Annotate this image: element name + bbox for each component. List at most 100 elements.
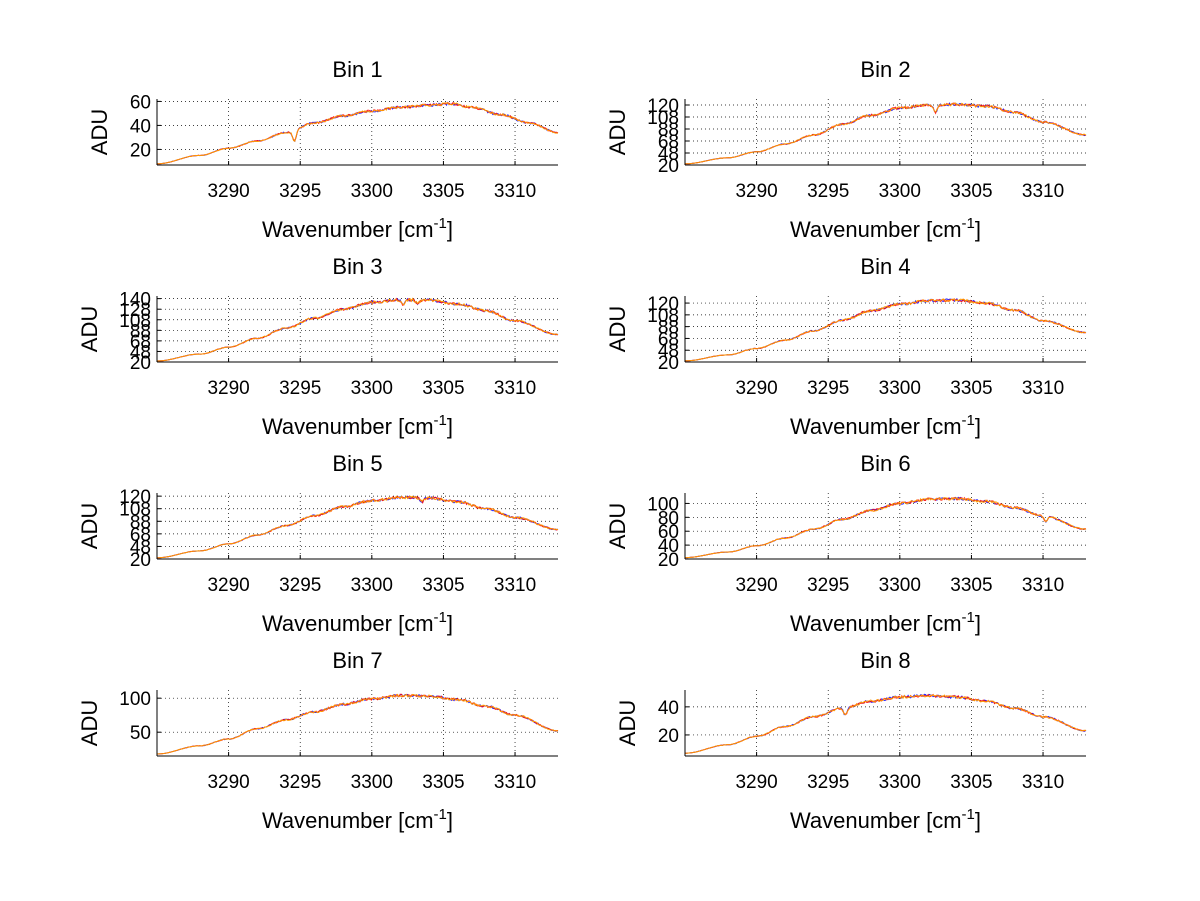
x-tick-label: 3295: [279, 181, 321, 202]
series-line-series-3: [685, 496, 1087, 559]
y-tick-label: 60: [658, 522, 679, 543]
x-tick-label: 3290: [207, 181, 249, 202]
x-tick-label: 3300: [351, 772, 393, 793]
y-tick-label: 40: [658, 698, 679, 719]
y-tick-label: 120: [647, 294, 679, 315]
x-axis-label: Wavenumber [cm-1]: [790, 215, 981, 242]
y-tick-label: 88: [130, 512, 151, 533]
y-tick-label: 88: [658, 318, 679, 339]
x-tick-label: 3290: [735, 772, 777, 793]
y-tick-label: 20: [658, 726, 679, 747]
x-tick-label: 3300: [351, 181, 393, 202]
chart-title: Bin 4: [860, 254, 910, 279]
x-tick-label: 3295: [807, 772, 849, 793]
y-axis-label: ADU: [615, 700, 640, 746]
x-tick-label: 3290: [207, 772, 249, 793]
x-tick-label: 3295: [279, 772, 321, 793]
x-tick-label: 3305: [422, 575, 464, 596]
x-tick-label: 3310: [494, 575, 536, 596]
x-tick-label: 3300: [879, 181, 921, 202]
y-axis-label: ADU: [77, 503, 102, 549]
y-tick-label: 128: [119, 300, 151, 321]
x-axis-label: Wavenumber [cm-1]: [790, 412, 981, 439]
y-tick-label: 20: [130, 140, 151, 161]
chart-panel-bin-3: Bin 3 3290 3295 3300 3305 3310 204868881081281…: [77, 254, 559, 439]
y-axis-label: ADU: [605, 306, 630, 352]
series-line-series-1: [156, 693, 559, 755]
y-tick-label: 20: [658, 550, 679, 571]
series-line-series-2: [685, 298, 1087, 362]
y-tick-label: 20: [658, 353, 679, 374]
x-tick-label: 3295: [807, 575, 849, 596]
y-tick-label: 68: [130, 525, 151, 546]
x-tick-label: 3300: [879, 575, 921, 596]
chart-title: Bin 8: [860, 648, 910, 673]
x-tick-label: 3290: [207, 378, 249, 399]
x-tick-label: 3305: [422, 378, 464, 399]
y-tick-label: 20: [130, 550, 151, 571]
y-tick-label: 100: [119, 689, 151, 710]
x-tick-label: 3295: [279, 378, 321, 399]
series-line-series-1: [684, 693, 1087, 754]
x-tick-label: 3295: [807, 181, 849, 202]
x-axis-label: Wavenumber [cm-1]: [262, 609, 453, 636]
y-tick-label: 108: [119, 500, 151, 521]
x-tick-label: 3305: [950, 772, 992, 793]
y-tick-label: 48: [130, 537, 151, 558]
series-line-series-1: [157, 495, 559, 559]
x-tick-label: 3300: [879, 772, 921, 793]
y-tick-label: 20: [130, 353, 151, 374]
y-tick-label: 48: [658, 144, 679, 165]
x-tick-label: 3295: [807, 378, 849, 399]
x-axis-label: Wavenumber [cm-1]: [262, 215, 453, 242]
x-axis-label: Wavenumber [cm-1]: [262, 806, 453, 833]
y-axis-label: ADU: [77, 306, 102, 352]
x-tick-label: 3290: [735, 575, 777, 596]
x-tick-label: 3310: [494, 181, 536, 202]
y-tick-label: 20: [658, 156, 679, 177]
series-line-series-2: [684, 693, 1087, 754]
y-tick-label: 68: [658, 329, 679, 350]
y-tick-label: 88: [130, 321, 151, 342]
series-line-series-3: [156, 495, 559, 559]
y-tick-label: 100: [647, 494, 679, 515]
chart-title: Bin 6: [860, 451, 910, 476]
x-tick-label: 3310: [1022, 575, 1064, 596]
y-tick-label: 108: [647, 306, 679, 327]
series-line-series-1: [157, 101, 559, 165]
y-tick-label: 40: [130, 116, 151, 137]
x-tick-label: 3300: [351, 378, 393, 399]
x-tick-label: 3290: [207, 575, 249, 596]
y-tick-label: 120: [647, 96, 679, 117]
x-tick-label: 3305: [422, 181, 464, 202]
x-tick-label: 3300: [879, 378, 921, 399]
x-tick-label: 3300: [351, 575, 393, 596]
series-line-series-3: [685, 298, 1087, 362]
y-tick-label: 48: [658, 341, 679, 362]
chart-panel-bin-8: Bin 8 3290 3295 3300 3305 3310 20 40 Wavenumber …: [615, 648, 1087, 833]
y-axis-label: ADU: [605, 109, 630, 155]
series-line-series-3: [156, 297, 559, 362]
series-line-series-3: [157, 101, 558, 165]
y-axis-label: ADU: [605, 503, 630, 549]
y-tick-label: 48: [130, 342, 151, 363]
x-tick-label: 3290: [735, 181, 777, 202]
y-tick-label: 88: [658, 120, 679, 141]
x-tick-label: 3310: [1022, 181, 1064, 202]
x-tick-label: 3305: [422, 772, 464, 793]
chart-title: Bin 2: [860, 57, 910, 82]
chart-title: Bin 3: [332, 254, 382, 279]
y-tick-label: 120: [119, 487, 151, 508]
chart-title: Bin 7: [332, 648, 382, 673]
y-tick-label: 108: [119, 311, 151, 332]
y-axis-label: ADU: [77, 700, 102, 746]
y-tick-label: 60: [130, 92, 151, 113]
x-tick-label: 3310: [1022, 772, 1064, 793]
x-tick-label: 3310: [1022, 378, 1064, 399]
x-tick-label: 3305: [950, 575, 992, 596]
x-tick-label: 3305: [950, 181, 992, 202]
